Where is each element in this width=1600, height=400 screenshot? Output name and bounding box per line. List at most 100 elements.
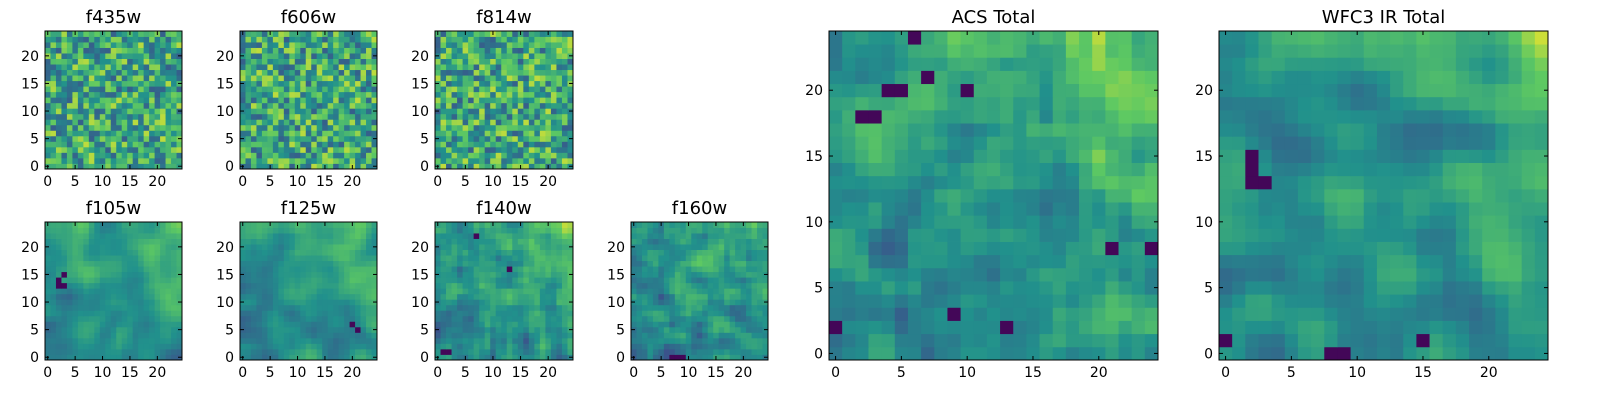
heatmap-cell — [556, 348, 563, 355]
heatmap-cell — [440, 102, 447, 109]
heatmap-cell — [539, 348, 546, 355]
heatmap-cell — [746, 277, 752, 284]
heatmap-cell — [724, 227, 731, 234]
heatmap-cell — [724, 326, 731, 333]
heatmap-cell — [746, 266, 752, 273]
heatmap-cell — [366, 47, 372, 54]
heatmap-cell — [641, 266, 648, 273]
heatmap-cell — [663, 343, 670, 350]
heatmap-cell — [947, 228, 961, 242]
heatmap-cell — [490, 130, 497, 137]
heatmap-cell — [631, 315, 637, 322]
heatmap-cell — [176, 249, 183, 256]
heatmap-cell — [311, 244, 318, 250]
heatmap-cell — [45, 238, 51, 245]
heatmap-cell — [484, 238, 491, 245]
heatmap-cell — [176, 315, 183, 322]
x-tick-label: 15 — [316, 365, 334, 381]
heatmap-cell — [545, 97, 552, 104]
heatmap-cell — [484, 64, 491, 71]
heatmap-cells — [45, 222, 183, 361]
heatmap-cell — [349, 315, 356, 322]
heatmap-cell — [121, 141, 128, 148]
heatmap-cell — [829, 346, 843, 361]
heatmap-cell — [556, 299, 563, 306]
heatmap-cell — [300, 293, 307, 300]
heatmap-cell — [1039, 215, 1054, 229]
heatmap-cell — [116, 260, 123, 267]
heatmap-cell — [462, 64, 469, 71]
heatmap-cell — [696, 315, 703, 322]
heatmap-cell — [484, 255, 491, 262]
heatmap-cell — [327, 277, 334, 284]
heatmap-cell — [539, 47, 546, 54]
heatmap-cell — [451, 233, 458, 239]
heatmap-cell — [556, 304, 563, 311]
heatmap-cell — [724, 293, 731, 300]
heatmap-cell — [707, 282, 714, 289]
heatmap-cell — [545, 47, 552, 54]
heatmap-cell — [718, 348, 725, 355]
heatmap-cell — [165, 124, 172, 131]
heatmap-cell — [473, 47, 480, 54]
heatmap-cell — [88, 130, 95, 137]
heatmap-cell — [311, 249, 318, 256]
heatmap-cell — [501, 152, 508, 159]
heatmap-cell — [947, 241, 961, 256]
heatmap-cell — [523, 31, 530, 37]
heatmap-cell — [283, 146, 290, 153]
heatmap-cell — [283, 58, 290, 65]
heatmap-cell — [663, 277, 670, 284]
heatmap-cell — [366, 288, 372, 295]
heatmap-cell — [338, 31, 345, 37]
heatmap-cell — [94, 53, 101, 59]
heatmap-cell — [435, 266, 441, 273]
heatmap-cell — [83, 266, 90, 273]
heatmap-cell — [83, 130, 90, 137]
heatmap-cell — [729, 304, 736, 311]
heatmap-cell — [973, 307, 988, 321]
heatmap-cell — [55, 233, 62, 239]
heatmap-cell — [72, 321, 79, 328]
heatmap-cell — [440, 282, 447, 289]
heatmap-cell — [829, 215, 843, 229]
heatmap-cell — [72, 152, 79, 159]
heatmap-cell — [261, 157, 268, 164]
heatmap-cell — [457, 255, 463, 262]
heatmap-cell — [501, 86, 508, 93]
heatmap-cell — [261, 222, 268, 228]
heatmap-cell — [669, 233, 676, 239]
heatmap-cell — [289, 58, 296, 65]
heatmap-cell — [868, 281, 883, 295]
heatmap-cell — [674, 337, 681, 344]
heatmap-cell — [746, 326, 752, 333]
heatmap-cell — [479, 75, 486, 82]
heatmap-cell — [360, 332, 367, 339]
heatmap-cell — [473, 326, 480, 333]
heatmap-cell — [473, 293, 480, 300]
heatmap-cell — [680, 326, 687, 333]
heatmap-cell — [735, 332, 741, 339]
heatmap-cell — [50, 80, 57, 87]
heatmap-cell — [116, 266, 123, 273]
heatmap-cell — [652, 266, 659, 273]
heatmap-cell — [240, 233, 246, 239]
heatmap-cell — [333, 36, 340, 43]
heatmap-cell — [1039, 333, 1054, 348]
heatmap-cell — [366, 354, 372, 361]
heatmap-cell — [842, 281, 856, 295]
heatmap-cell — [132, 130, 139, 137]
heatmap-cell — [149, 343, 155, 350]
heatmap-cell — [534, 108, 541, 115]
heatmap-cell — [61, 233, 68, 239]
heatmap-cell — [1039, 162, 1054, 177]
heatmap-cell — [171, 244, 177, 250]
heatmap-cell — [83, 238, 90, 245]
heatmap-cell — [360, 119, 367, 126]
heatmap-cell — [973, 333, 988, 348]
heatmap-cell — [685, 337, 692, 344]
heatmap-cell — [495, 310, 502, 317]
heatmap-cell — [94, 288, 101, 295]
heatmap-cell — [960, 175, 975, 190]
heatmap-cell — [294, 332, 301, 339]
